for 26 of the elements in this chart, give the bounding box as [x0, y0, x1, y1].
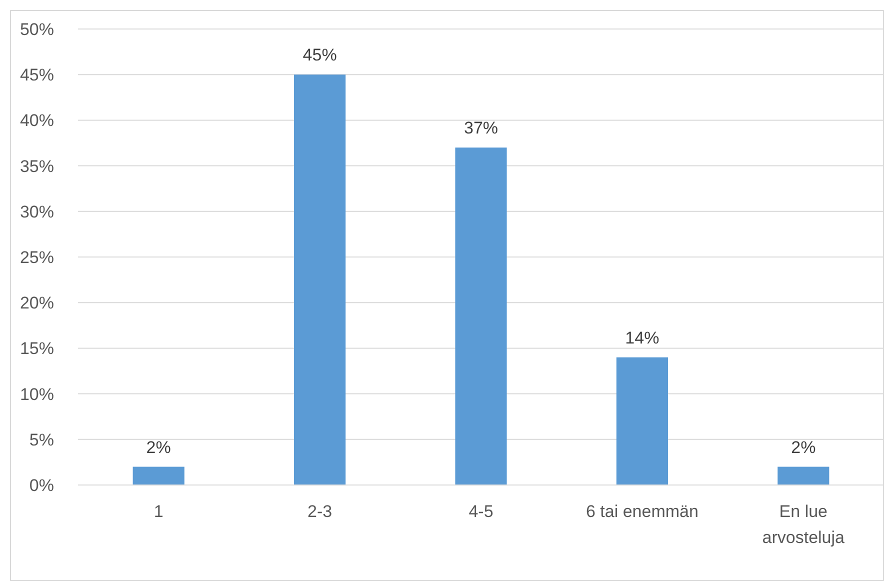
y-tick-label: 45% — [20, 66, 54, 85]
y-tick-label: 20% — [20, 294, 54, 313]
bar — [455, 148, 507, 485]
x-tick-label: En lue arvosteluja — [762, 502, 846, 547]
x-tick-label: 6 tai enemmän — [586, 502, 698, 521]
y-tick-label: 35% — [20, 156, 54, 176]
y-tick-label: 0% — [29, 476, 54, 495]
x-tick-label: 1 — [154, 502, 164, 521]
bar — [132, 466, 184, 485]
x-tick-label: 2-3 — [308, 502, 332, 521]
data-label: 37% — [464, 118, 498, 138]
x-tick-label: 4-5 — [468, 502, 494, 521]
y-tick-label: 5% — [29, 430, 54, 450]
y-tick-label: 40% — [20, 111, 54, 130]
bar — [778, 466, 830, 485]
data-label: 2% — [791, 438, 816, 457]
data-label: 2% — [146, 438, 171, 457]
y-tick-label: 50% — [20, 20, 54, 39]
y-tick-label: 25% — [20, 248, 54, 267]
bar — [616, 357, 668, 485]
y-tick-label: 10% — [20, 384, 54, 404]
data-label: 45% — [302, 46, 337, 65]
bar — [294, 74, 346, 485]
data-label: 14% — [625, 328, 660, 348]
y-tick-label: 15% — [20, 339, 54, 358]
y-tick-label: 30% — [20, 202, 54, 222]
